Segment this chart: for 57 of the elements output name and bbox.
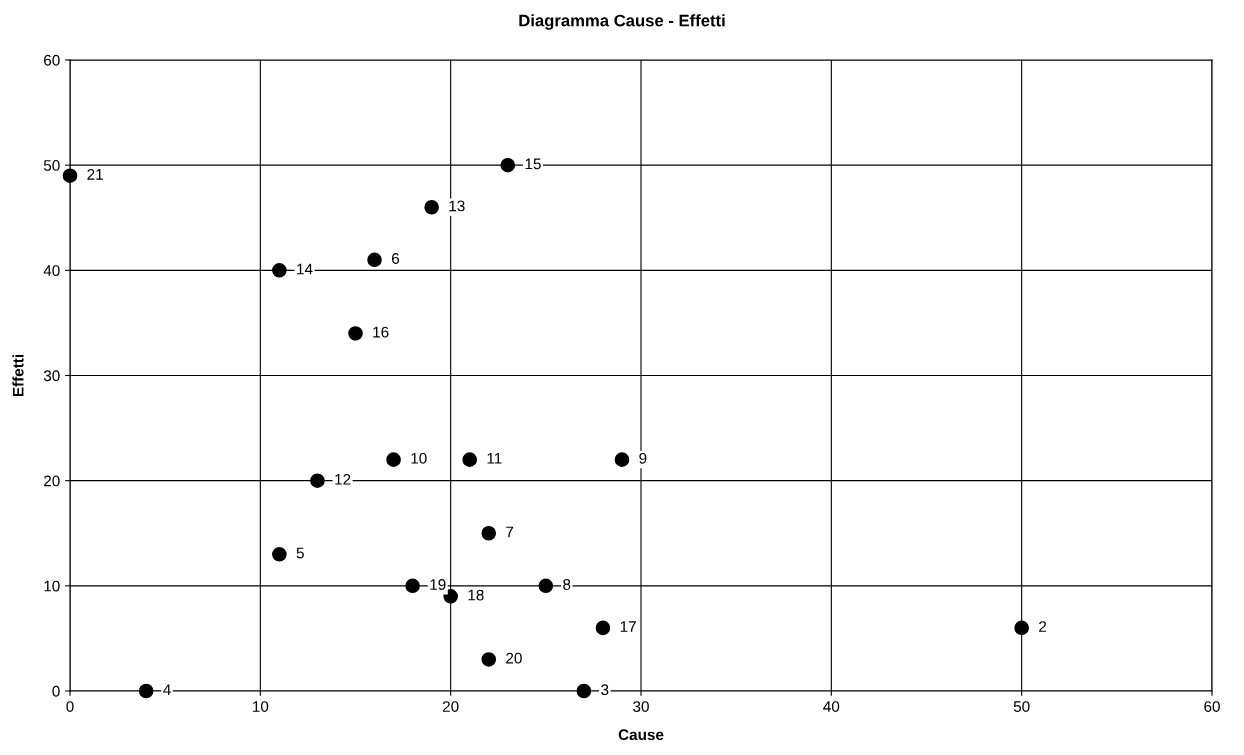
point: [386, 452, 401, 467]
point: [538, 578, 554, 594]
annotation: 17: [620, 621, 636, 632]
annotation: 10: [411, 452, 427, 464]
annotation: 20: [506, 652, 522, 664]
y-tick-label: 30: [43, 370, 60, 382]
point: [62, 168, 78, 183]
annotation: 21: [87, 168, 103, 180]
annotation: 2: [1039, 621, 1047, 632]
x-tick-label: 20: [442, 701, 459, 712]
point: [595, 620, 611, 636]
point: [405, 578, 420, 594]
annotation: 16: [373, 326, 389, 338]
x-tick-label: 30: [633, 701, 649, 712]
point: [500, 157, 516, 173]
x-tick-label: 60: [1204, 701, 1220, 712]
point: [614, 452, 630, 467]
point: [576, 683, 592, 699]
point: [138, 683, 154, 699]
point: [310, 473, 325, 488]
x-tick-label: 10: [253, 701, 269, 712]
x-tick-label: 50: [1013, 701, 1030, 712]
annotation: 19: [430, 579, 446, 590]
annotation: 9: [639, 452, 647, 464]
y-axis-title: Effetti: [12, 354, 24, 397]
x-tick-label: 40: [823, 701, 840, 712]
point: [481, 525, 497, 541]
annotation: 3: [601, 684, 609, 696]
annotation: 15: [525, 158, 541, 170]
point: [1014, 620, 1029, 636]
annotation: 14: [297, 263, 313, 275]
x-axis-title: Cause: [618, 729, 664, 741]
y-tick-label: 40: [43, 265, 60, 277]
y-tick-label: 10: [44, 580, 60, 592]
annotation: 6: [391, 253, 400, 264]
point: [443, 589, 458, 604]
point: [481, 652, 497, 667]
annotation: 12: [335, 473, 351, 485]
annotation: 18: [468, 589, 484, 601]
annotation: 5: [296, 547, 304, 559]
y-tick-label: 0: [52, 685, 60, 697]
point: [462, 452, 477, 467]
y-tick-label: 60: [44, 54, 60, 66]
annotation: 13: [449, 200, 465, 212]
point: [272, 263, 287, 278]
point: [272, 547, 287, 562]
point: [348, 326, 363, 341]
y-tick-label: 50: [43, 160, 60, 171]
y-tick-label: 20: [44, 475, 60, 487]
annotation: 8: [563, 579, 571, 590]
annotation: 11: [487, 453, 502, 464]
point: [424, 199, 439, 215]
annotation: 4: [163, 684, 171, 695]
chart-title: Diagramma Cause - Effetti: [519, 14, 725, 30]
x-tick-label: 0: [66, 701, 74, 712]
annotation: 7: [506, 526, 514, 538]
point: [367, 252, 382, 268]
